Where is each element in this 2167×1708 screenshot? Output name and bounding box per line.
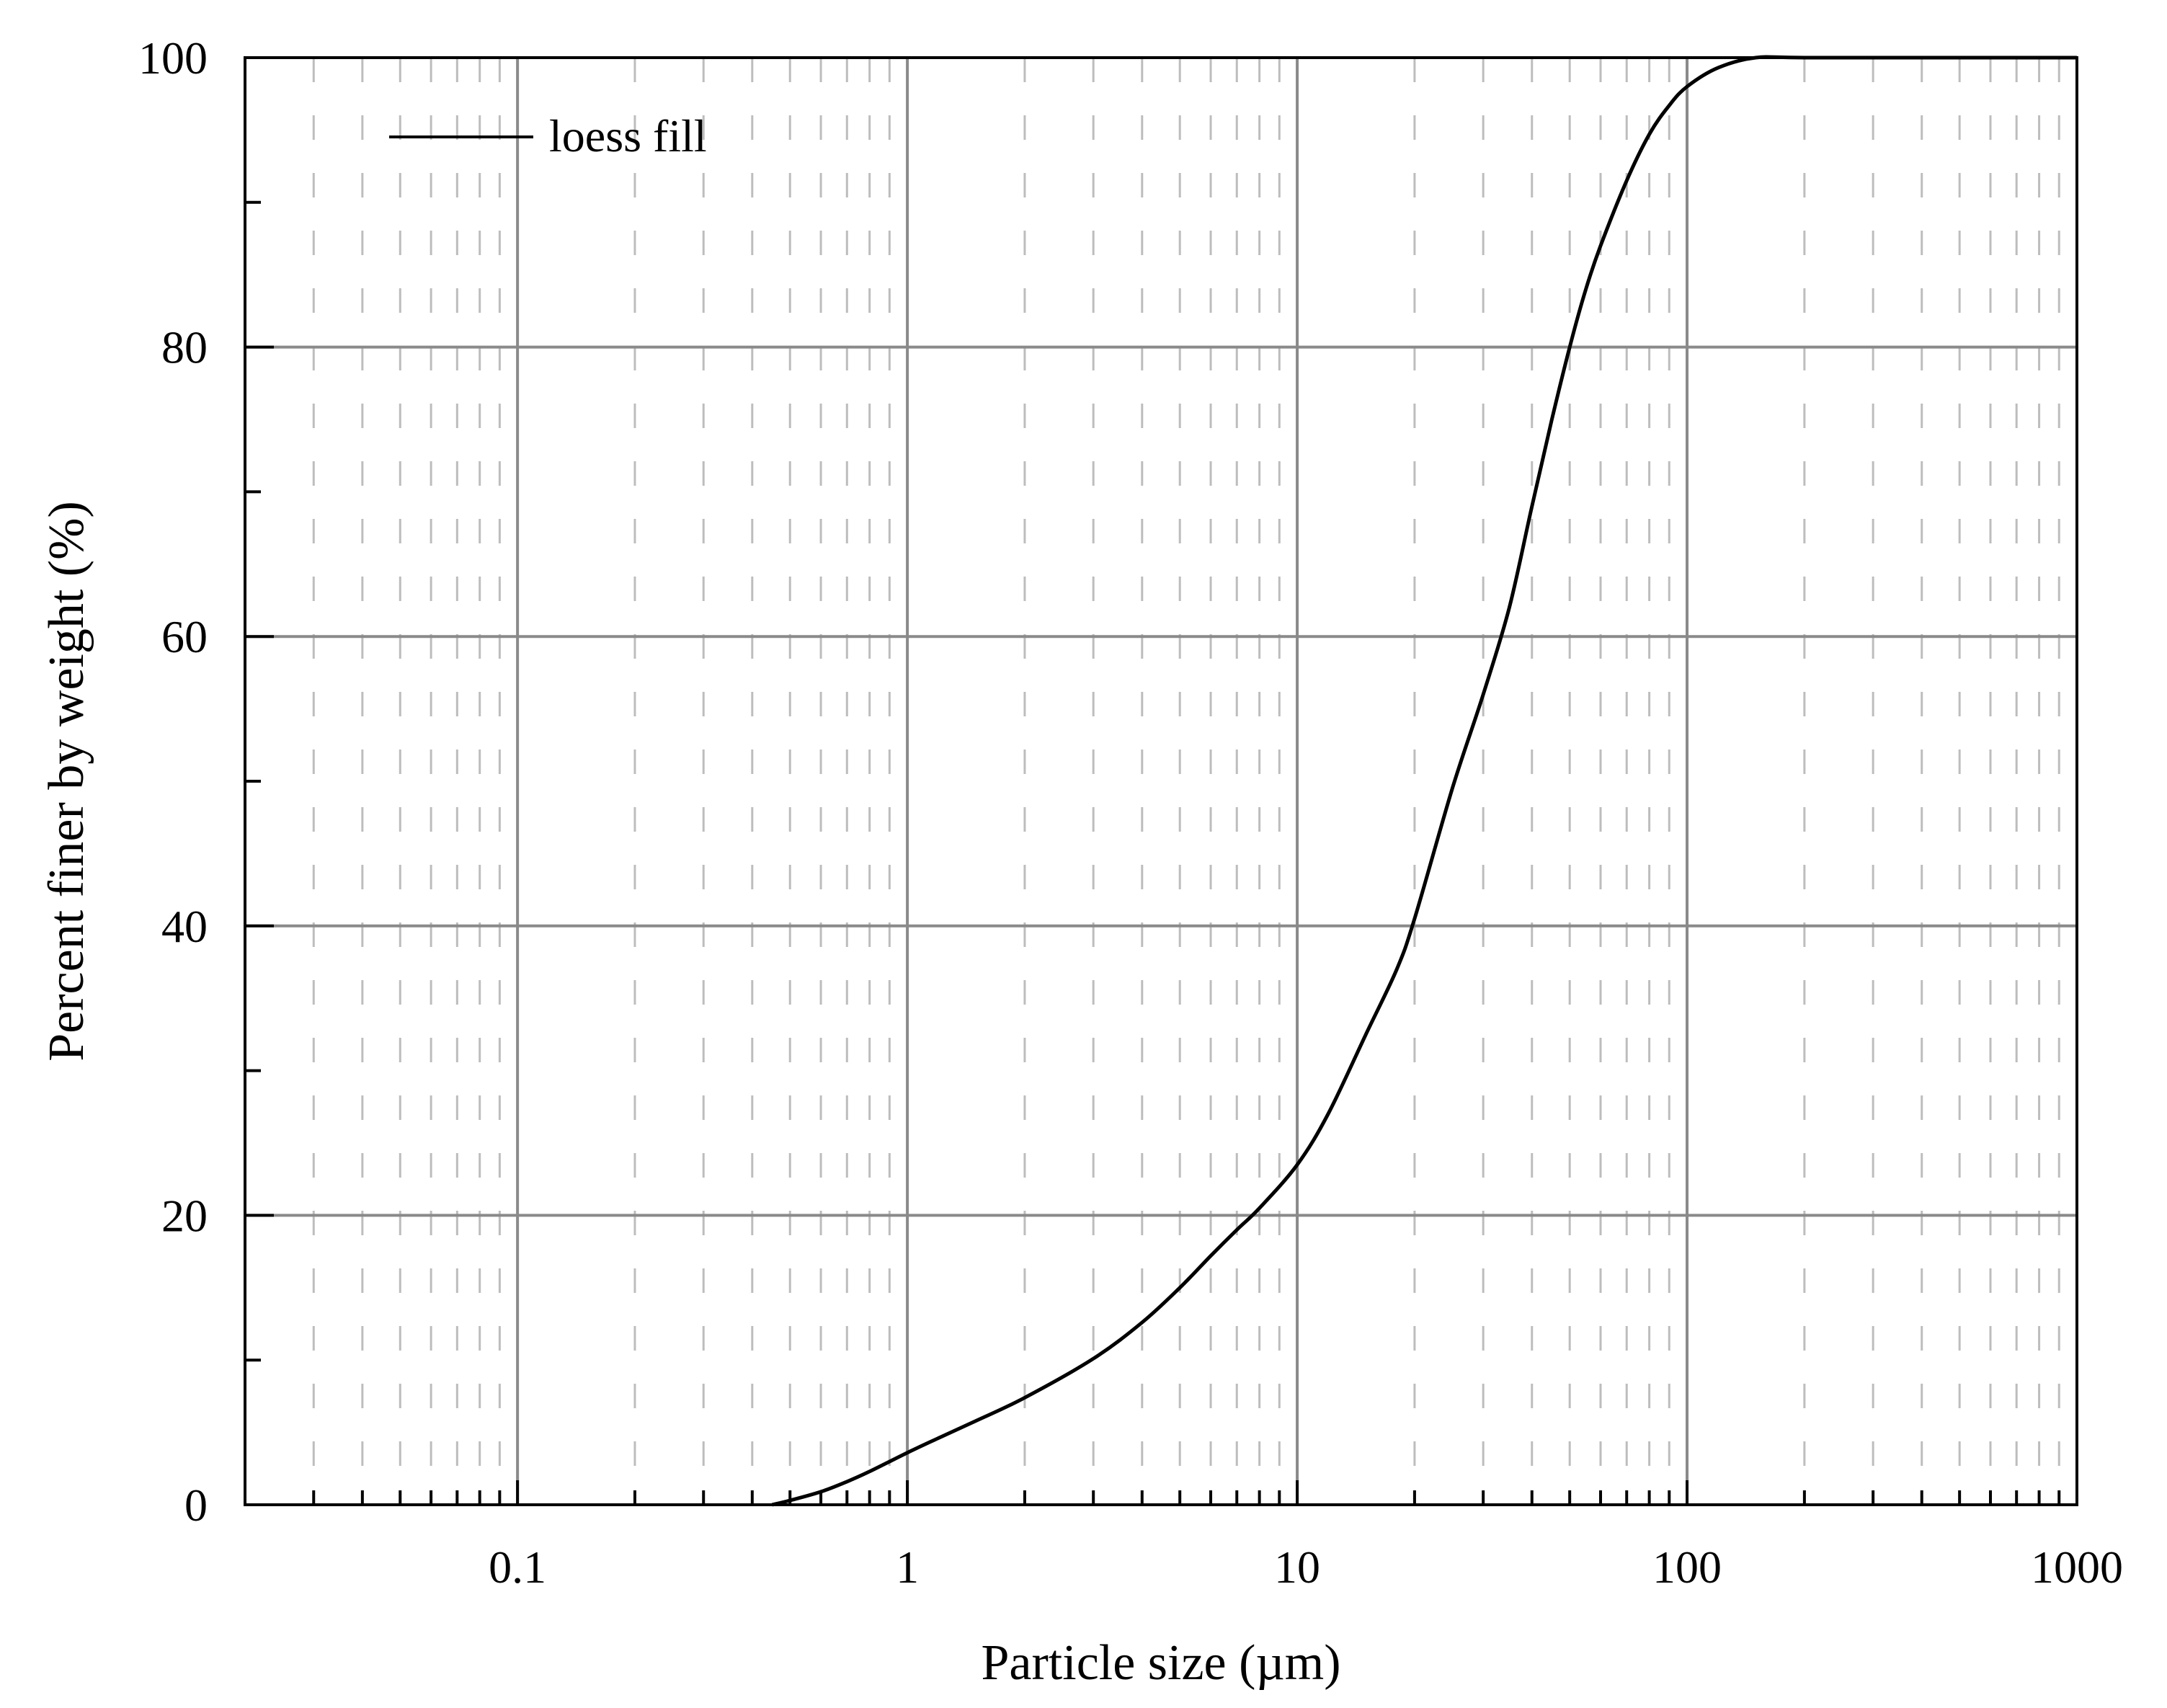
- y-tick-label: 60: [161, 611, 208, 662]
- legend-label: loess fill: [549, 110, 707, 161]
- x-tick-label: 0.1: [489, 1542, 546, 1593]
- y-tick-label: 100: [138, 32, 208, 84]
- y-tick-label: 40: [161, 901, 208, 952]
- major-grid: [245, 58, 2077, 1505]
- tick-labels: 0.1 1 10 100 1000 0 20 40 60 80 100: [138, 32, 2123, 1593]
- x-tick-label: 1: [896, 1542, 919, 1593]
- y-tick-label: 0: [184, 1480, 208, 1531]
- x-tick-label: 1000: [2031, 1542, 2123, 1593]
- series-line-loess-fill: [771, 55, 2077, 1507]
- legend: loess fill: [389, 110, 707, 161]
- plot-frame: [244, 56, 2078, 1506]
- x-tick-label: 100: [1652, 1542, 1722, 1593]
- x-tick-label: 10: [1274, 1542, 1320, 1593]
- x-axis-label: Particle size (µm): [981, 1635, 1340, 1691]
- y-tick-label: 80: [161, 322, 208, 373]
- series-layer: [771, 55, 2077, 1507]
- y-axis-label: Percent finer by weight (%): [39, 501, 94, 1062]
- y-tick-label: 20: [161, 1190, 208, 1241]
- minor-grid: [312, 58, 2060, 1505]
